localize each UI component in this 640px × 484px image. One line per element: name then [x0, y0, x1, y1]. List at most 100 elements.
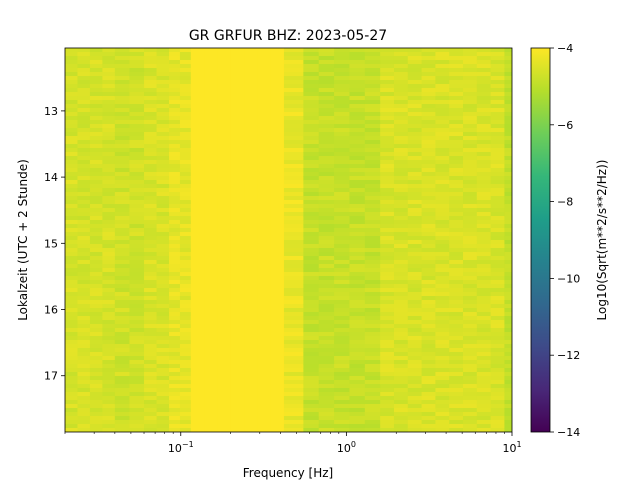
heatmap-cell: [257, 312, 272, 317]
heatmap-cell: [364, 408, 381, 413]
heatmap-cell: [490, 156, 506, 161]
heatmap-cell: [303, 176, 320, 181]
heatmap-cell: [421, 256, 436, 261]
heatmap-cell: [463, 160, 478, 165]
heatmap-cell: [270, 376, 285, 381]
heatmap-cell: [217, 216, 232, 221]
heatmap-cell: [476, 368, 492, 373]
heatmap-cell: [303, 360, 320, 365]
x-tick-label: 100: [337, 440, 356, 455]
heatmap-cell: [65, 84, 79, 89]
heatmap-cell: [257, 372, 272, 377]
heatmap-cell: [463, 280, 478, 285]
heatmap-cell: [334, 216, 351, 221]
heatmap-cell: [230, 344, 245, 349]
heatmap-cell: [364, 176, 381, 181]
heatmap-cell: [89, 192, 103, 197]
heatmap-cell: [421, 412, 436, 417]
heatmap-cell: [435, 368, 450, 373]
heatmap-cell: [349, 344, 366, 349]
heatmap-cell: [230, 328, 245, 333]
heatmap-cell: [349, 420, 366, 425]
heatmap-cell: [303, 264, 320, 269]
heatmap-cell: [349, 232, 366, 237]
heatmap-cell: [217, 204, 232, 209]
heatmap-cell: [449, 124, 464, 129]
heatmap-cell: [179, 180, 192, 185]
heatmap-cell: [156, 168, 170, 173]
heatmap-cell: [407, 52, 423, 57]
heatmap-cell: [77, 144, 91, 149]
heatmap-cell: [349, 80, 366, 85]
heatmap-cell: [257, 256, 272, 261]
heatmap-cell: [190, 320, 205, 325]
heatmap-cell: [190, 116, 205, 121]
heatmap-cell: [77, 124, 91, 129]
heatmap-cell: [463, 428, 478, 432]
heatmap-cell: [114, 212, 131, 217]
heatmap-cell: [349, 60, 366, 65]
heatmap-cell: [217, 248, 232, 253]
heatmap-cell: [334, 76, 351, 81]
heatmap-cell: [257, 104, 272, 109]
heatmap-cell: [334, 240, 351, 245]
heatmap-cell: [270, 188, 285, 193]
heatmap-cell: [129, 352, 145, 357]
heatmap-cell: [421, 152, 436, 157]
heatmap-cell: [463, 224, 478, 229]
heatmap-cell: [504, 332, 512, 337]
heatmap-cell: [217, 256, 232, 261]
heatmap-cell: [407, 116, 423, 121]
heatmap-cell: [421, 252, 436, 257]
heatmap-cell: [349, 104, 366, 109]
heatmap-cell: [204, 104, 219, 109]
heatmap-cell: [380, 424, 395, 429]
heatmap-cell: [303, 48, 320, 53]
heatmap-cell: [204, 288, 219, 293]
heatmap-cell: [217, 392, 232, 397]
heatmap-cell: [476, 196, 492, 201]
heatmap-cell: [169, 424, 181, 429]
heatmap-cell: [476, 296, 492, 301]
heatmap-cell: [102, 284, 116, 289]
heatmap-cell: [257, 144, 272, 149]
heatmap-cell: [380, 96, 395, 101]
heatmap-cell: [435, 320, 450, 325]
heatmap-cell: [244, 148, 258, 153]
heatmap-cell: [449, 172, 464, 177]
heatmap-cell: [204, 284, 219, 289]
heatmap-cell: [435, 328, 450, 333]
heatmap-cell: [463, 108, 478, 113]
heatmap-cell: [129, 120, 145, 125]
heatmap-cell: [504, 308, 512, 313]
heatmap-cell: [230, 128, 245, 133]
heatmap-cell: [393, 364, 409, 369]
heatmap-cell: [334, 172, 351, 177]
heatmap-cell: [179, 200, 192, 205]
heatmap-cell: [393, 380, 409, 385]
heatmap-cell: [89, 416, 103, 421]
heatmap-cell: [504, 80, 512, 85]
heatmap-cell: [230, 372, 245, 377]
heatmap-cell: [334, 152, 351, 157]
heatmap-cell: [421, 136, 436, 141]
heatmap-cell: [179, 72, 192, 77]
colorbar-tick-label: −4: [557, 42, 573, 55]
heatmap-cell: [77, 316, 91, 321]
heatmap-cell: [393, 276, 409, 281]
heatmap-cell: [476, 240, 492, 245]
heatmap-cell: [217, 348, 232, 353]
heatmap-cell: [349, 176, 366, 181]
heatmap-cell: [190, 80, 205, 85]
heatmap-cell: [349, 336, 366, 341]
heatmap-cell: [380, 100, 395, 105]
heatmap-cell: [407, 228, 423, 233]
heatmap-cell: [129, 228, 145, 233]
heatmap-cell: [190, 128, 205, 133]
heatmap-cell: [463, 316, 478, 321]
heatmap-cell: [407, 252, 423, 257]
heatmap-cell: [504, 160, 512, 165]
heatmap-cell: [144, 208, 158, 213]
heatmap-cell: [349, 332, 366, 337]
heatmap-cell: [490, 396, 506, 401]
